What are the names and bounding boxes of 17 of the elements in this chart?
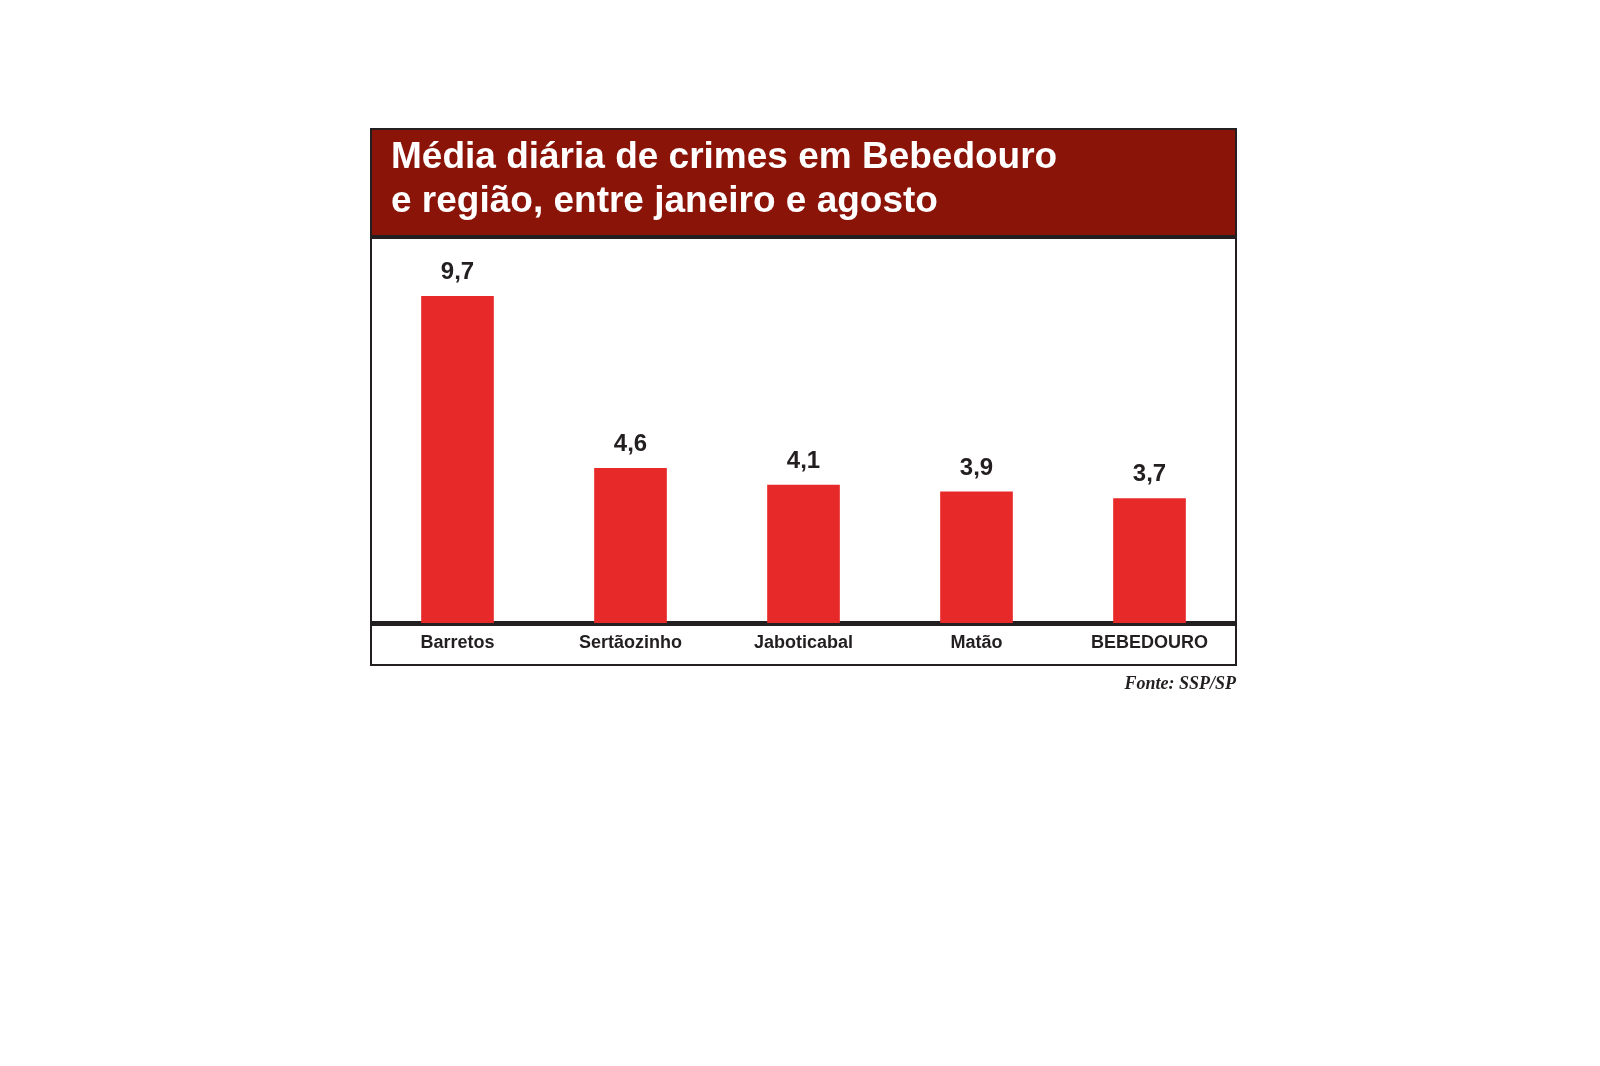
bar: [940, 491, 1013, 623]
bar: [767, 484, 840, 623]
bar: [1113, 498, 1186, 623]
data-label: 3,7: [1132, 459, 1167, 487]
bar: [421, 296, 494, 623]
x-tick-label: BEBEDOURO: [1090, 631, 1209, 652]
x-tick-label: Matão: [950, 631, 1003, 652]
data-label: 9,7: [440, 257, 475, 285]
source-note: Fonte: SSP/SP: [1123, 673, 1237, 693]
x-tick-label: Barretos: [420, 631, 495, 652]
data-label: 4,6: [613, 428, 648, 456]
chart-title: Média diária de crimes em Bebedouro e região, entre janeiro e agosto: [391, 135, 1058, 220]
data-label: 4,1: [786, 445, 821, 473]
data-label: 3,9: [959, 452, 994, 480]
x-tick-label: Sertãozinho: [578, 631, 683, 652]
bar: [594, 467, 667, 623]
x-tick-label: Jaboticabal: [753, 631, 854, 652]
